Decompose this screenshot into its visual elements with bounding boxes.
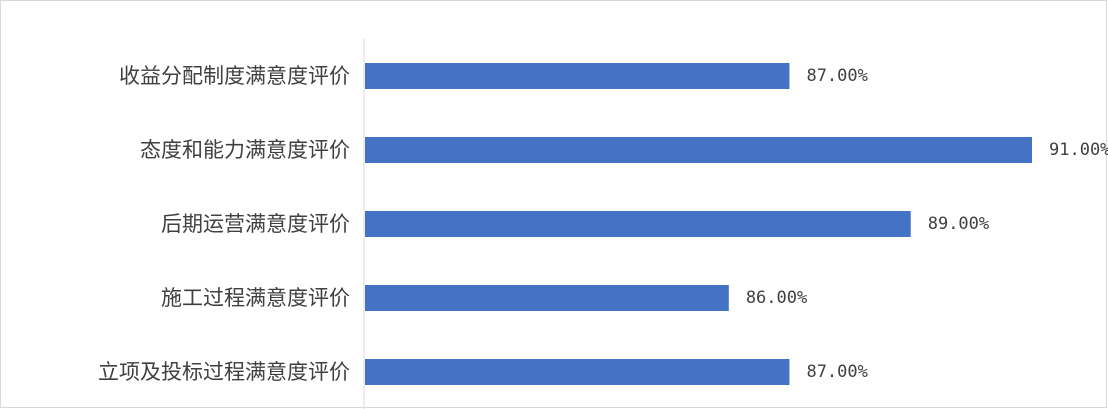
labels-layer: 收益分配制度满意度评价 87.00% 态度和能力满意度评价 91.00% 后期运营满意度… [98,64,1108,384]
bar [365,359,790,385]
category-label: 收益分配制度满意度评价 [119,64,350,88]
data-label: 87.00% [806,66,867,86]
category-label: 施工过程满意度评价 [161,286,350,310]
category-label: 态度和能力满意度评价 [140,138,350,162]
bar [365,285,729,311]
bars-layer [365,63,1032,385]
category-label: 立项及投标过程满意度评价 [98,360,350,384]
category-label: 后期运营满意度评价 [161,212,350,236]
data-label: 86.00% [746,288,807,308]
bar [365,137,1032,163]
data-label: 89.00% [928,214,989,234]
data-label: 87.00% [806,362,867,382]
data-label: 91.00% [1049,140,1108,160]
bar [365,211,911,237]
bar [365,63,790,89]
